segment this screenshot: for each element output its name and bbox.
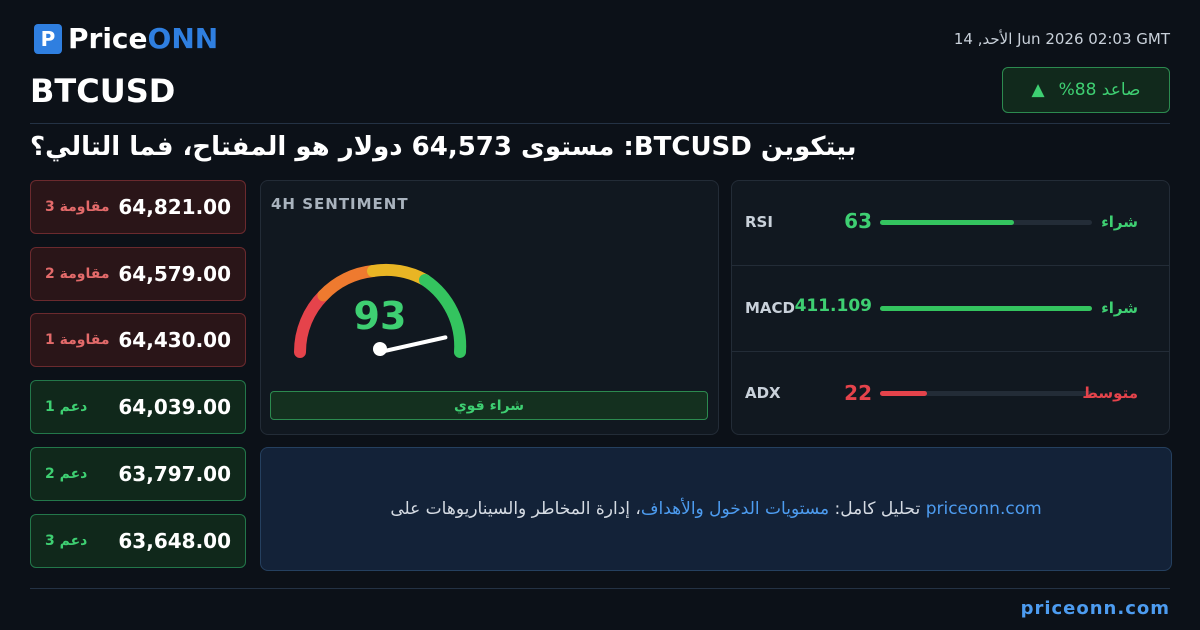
indicator-name: MACD [745,299,795,317]
cta-site[interactable]: priceonn.com [925,499,1042,519]
gauge: 93 [293,263,467,358]
indicator-value: 411.109 [794,296,872,316]
level-value: 63,648.00 [118,529,231,553]
date: الأحد, 14 Jun 2026 02:03 GMT [953,30,1170,48]
logo-icon: P [34,23,62,54]
level: دعم 3 63,648.00 [30,514,246,568]
gauge-value: 93 [354,294,407,338]
indicator-value: 22 [844,381,872,405]
headline: بيتكوين BTCUSD: مستوى 64,573 دولار هو ال… [30,132,857,162]
indicator-bar [880,391,927,396]
level-value: 64,579.00 [118,262,231,286]
level-label: مقاومة 2 [45,266,110,282]
level: مقاومة 1 64,430.00 [30,313,246,367]
level-label: دعم 1 [45,399,88,415]
indicator-signal: شراء [1101,299,1138,317]
symbol: BTCUSD [30,72,176,110]
cta-text-end: ، إدارة المخاطر والسيناريوهات على [390,499,926,519]
indicator-value: 63 [844,209,872,233]
trend-arrow: ▲ [1031,80,1045,100]
gauge-arc [317,265,379,302]
level: مقاومة 3 64,821.00 [30,180,246,234]
cta-text: تحليل كامل: مستويات الدخول والأهداف، إدا… [390,499,1041,519]
indicator-bar [880,306,1092,311]
indicator-signal: متوسط [1082,384,1138,402]
level: دعم 2 63,797.00 [30,447,246,501]
logo-text: ONN [147,22,219,55]
divider [731,265,1170,266]
footer-site[interactable]: priceonn.com [1020,598,1170,619]
gauge-hub [373,342,387,356]
gauge-needle [378,335,448,354]
cta-text-start: تحليل كامل: [829,499,921,519]
logo-text: Price [68,22,148,55]
sentiment-title: 4H SENTIMENT [271,195,409,213]
indicator-name: RSI [745,213,773,231]
indicator-signal: شراء [1101,213,1138,231]
trend-text: صاعد 88% [1058,80,1141,100]
gauge-arc [367,263,431,286]
gauge-arc [293,289,330,358]
gauge-arc [419,274,467,358]
cta-link[interactable]: مستويات الدخول والأهداف [640,499,830,519]
indicator-bar [880,220,1014,225]
level-value: 64,430.00 [118,328,231,352]
indicator-track [880,391,1092,396]
logo[interactable]: P Price ONN [34,22,218,55]
trend-badge: ▲ صاعد 88% [1002,67,1170,113]
level-value: 64,039.00 [118,395,231,419]
level-label: مقاومة 1 [45,332,110,348]
divider [30,123,1170,124]
level-value: 64,821.00 [118,195,231,219]
level-value: 63,797.00 [118,462,231,486]
level-label: مقاومة 3 [45,199,110,215]
level: مقاومة 2 64,579.00 [30,247,246,301]
divider [30,588,1170,589]
sentiment-verdict: شراء قوي [270,391,708,420]
level: دعم 1 64,039.00 [30,380,246,434]
level-label: دعم 3 [45,533,88,549]
divider [731,351,1170,352]
cta-box: تحليل كامل: مستويات الدخول والأهداف، إدا… [260,447,1172,571]
level-label: دعم 2 [45,466,88,482]
indicator-name: ADX [745,384,781,402]
